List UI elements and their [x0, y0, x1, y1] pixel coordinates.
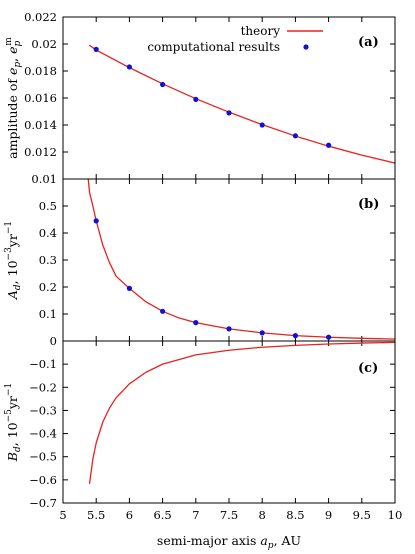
x-axis-label: semi-major axis ap, AU: [157, 533, 301, 551]
panel-b: 0 0.1 0.2 0.3 0.4 0.5 (b) Ad, 10−3yr−1: [4, 178, 396, 348]
panel-b-frame: [62, 178, 396, 342]
computational-point: [259, 122, 265, 128]
panel-b-series: [87, 178, 396, 340]
y-tick-label: 0.2: [39, 280, 57, 294]
panel-a-ylabel: amplitude of ep, epm: [4, 37, 23, 159]
panel-a-ticks: 0.01 0.012 0.014 0.016 0.018 0.02 0.022: [24, 10, 396, 186]
panel-b-label: (b): [358, 197, 379, 212]
panel-c-ticks: −0.7 −0.6 −0.5 −0.4 −0.3 −0.2 −0.1 5 5.5 6 6.5 7 7.5…: [29, 341, 402, 522]
panel-c-label: (c): [358, 361, 378, 376]
computational-point: [93, 46, 99, 53]
panel-b-ylabel: Ad, 10−3yr−1: [4, 221, 23, 300]
y-tick-label: 0.018: [24, 64, 57, 78]
x-tick-label: 10: [388, 508, 403, 522]
x-tick-label: 9.5: [353, 508, 371, 522]
y-tick-label: 0.02: [31, 37, 57, 51]
y-tick-label: 0.022: [24, 10, 57, 24]
legend-computational-label: computational results: [147, 40, 280, 54]
computational-point: [193, 96, 199, 102]
panel-c-ylabel: Bd, 10−5yr−1: [4, 383, 23, 462]
computational-point: [292, 333, 298, 339]
y-tick-label: 0.1: [39, 307, 57, 321]
y-tick-label: −0.6: [29, 473, 57, 487]
y-tick-label: −0.2: [29, 380, 57, 394]
y-tick-label: 0.4: [39, 226, 57, 240]
x-tick-label: 9: [325, 508, 332, 522]
computational-point: [93, 218, 99, 224]
x-tick-label: 5: [59, 508, 66, 522]
x-tick-label: 5.5: [87, 508, 105, 522]
legend-theory-label: theory: [241, 24, 281, 38]
x-tick-label: 7.5: [220, 508, 238, 522]
computational-point: [259, 330, 265, 336]
y-tick-label: 0.012: [24, 145, 57, 159]
panel-c: −0.7 −0.6 −0.5 −0.4 −0.3 −0.2 −0.1 5 5.5 6 6.5 7 7.5…: [4, 340, 402, 522]
panel-a-series: [88, 44, 396, 164]
computational-point: [160, 308, 166, 314]
y-tick-label: 0.3: [39, 253, 57, 267]
theory-curve: [88, 341, 396, 484]
x-tick-label: 7: [192, 508, 199, 522]
legend: theory computational results: [147, 24, 323, 54]
x-tick-label: 8.5: [286, 508, 304, 522]
computational-point: [160, 81, 166, 88]
y-tick-label: −0.5: [29, 450, 57, 464]
y-tick-label: 0.016: [24, 91, 57, 105]
panel-c-frame: [62, 340, 396, 504]
y-tick-label: −0.1: [29, 357, 57, 371]
panel-c-series: [88, 341, 396, 484]
computational-point: [326, 334, 332, 340]
computational-point: [126, 64, 132, 70]
y-tick-label: 0.014: [24, 118, 57, 132]
x-tick-label: 8: [259, 508, 266, 522]
y-tick-label: −0.7: [29, 496, 57, 510]
theory-curve: [87, 178, 396, 340]
computational-point: [126, 285, 132, 291]
y-tick-label: 0.5: [39, 199, 57, 213]
computational-point: [292, 133, 298, 139]
computational-point: [326, 142, 332, 148]
panel-a-label: (a): [358, 35, 379, 50]
x-tick-label: 6.5: [153, 508, 171, 522]
computational-point: [226, 110, 232, 116]
y-tick-label: −0.4: [29, 427, 57, 441]
legend-computational-marker: [303, 44, 309, 50]
theory-curve: [88, 44, 396, 164]
panel-a: 0.01 0.012 0.014 0.016 0.018 0.02 0.022 (a) th…: [4, 10, 396, 186]
x-tick-label: 6: [126, 508, 133, 522]
computational-point: [193, 320, 199, 326]
computational-point: [226, 326, 232, 332]
y-tick-label: 0.01: [31, 172, 57, 186]
y-tick-label: −0.3: [29, 403, 57, 417]
y-tick-label: 0: [50, 334, 57, 348]
